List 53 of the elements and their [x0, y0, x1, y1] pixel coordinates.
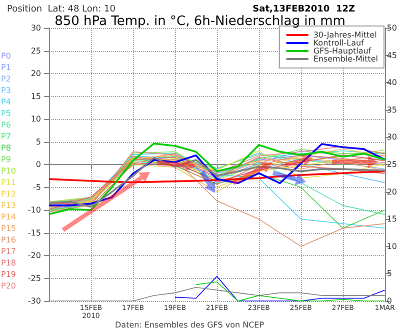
text: P19 — [1, 270, 16, 279]
text: P13 — [1, 201, 16, 210]
y-tick-label: -15 — [28, 228, 41, 238]
text: P12 — [1, 190, 16, 198]
text: P20 — [1, 282, 16, 290]
text: P0 — [1, 52, 11, 60]
y2-tick-label: 0 — [386, 296, 392, 306]
text: P17 — [1, 247, 16, 256]
text: P8 — [1, 144, 11, 152]
y-tick-label: 5 — [36, 137, 41, 146]
text: P18 — [1, 258, 16, 268]
y-tick-label: 15 — [30, 92, 41, 101]
y-tick-label: 10 — [30, 114, 41, 124]
y-tick-label: 20 — [30, 69, 41, 78]
legend-label: 30-Jahres-Mittel — [313, 30, 377, 40]
y-tick-label: 0 — [36, 160, 41, 169]
y-tick-label: 25 — [30, 46, 41, 56]
y-tick-label: 30 — [30, 24, 41, 32]
chart-subtitle: Position Lat: 48 Lon: 10 — [7, 4, 116, 14]
text: P10 — [1, 166, 16, 176]
text: P3 — [1, 86, 11, 95]
y2-tick-label: 20 — [386, 187, 398, 196]
text: P16 — [1, 236, 16, 244]
y2-tick-label: 40 — [386, 78, 398, 88]
text: P14 — [1, 212, 16, 222]
y2-tick-label: 35 — [386, 105, 398, 114]
legend-label: Kontroll-Lauf — [313, 38, 364, 48]
legend-label: GFS-Hauptlauf — [313, 46, 372, 56]
text: Sat,13FEB2010 12Z — [252, 4, 356, 14]
text: P11 — [1, 178, 16, 187]
y2-tick-label: 10 — [386, 242, 398, 251]
y2-tick-label: 50 — [386, 24, 398, 32]
y-tick-label: -25 — [28, 274, 41, 283]
y-tick-label: -5 — [33, 182, 41, 192]
text: Daten: Ensembles des GFS von NCEP — [115, 320, 264, 330]
text: P2 — [1, 74, 11, 84]
y2-tick-label: 15 — [386, 214, 398, 224]
y-tick-label: -30 — [28, 296, 41, 306]
y-tick-label: -10 — [28, 206, 41, 214]
legend-label: Ensemble-Mittel — [313, 54, 378, 64]
text: P15 — [1, 224, 16, 233]
y2-tick-label: 5 — [386, 269, 392, 278]
y2-tick-label: 30 — [386, 132, 398, 142]
text: P9 — [1, 155, 11, 164]
text: P4 — [1, 98, 11, 106]
y2-tick-label: 45 — [386, 50, 398, 60]
y2-tick-label: 25 — [386, 160, 398, 169]
text: P1 — [1, 63, 11, 72]
y-tick-label: -20 — [28, 251, 41, 260]
text: P6 — [1, 120, 11, 130]
text: P7 — [1, 132, 11, 141]
text: P5 — [1, 109, 11, 118]
chart-title: 850 hPa Temp. in °C, 6h-Niederschlag in mm — [54, 14, 346, 29]
